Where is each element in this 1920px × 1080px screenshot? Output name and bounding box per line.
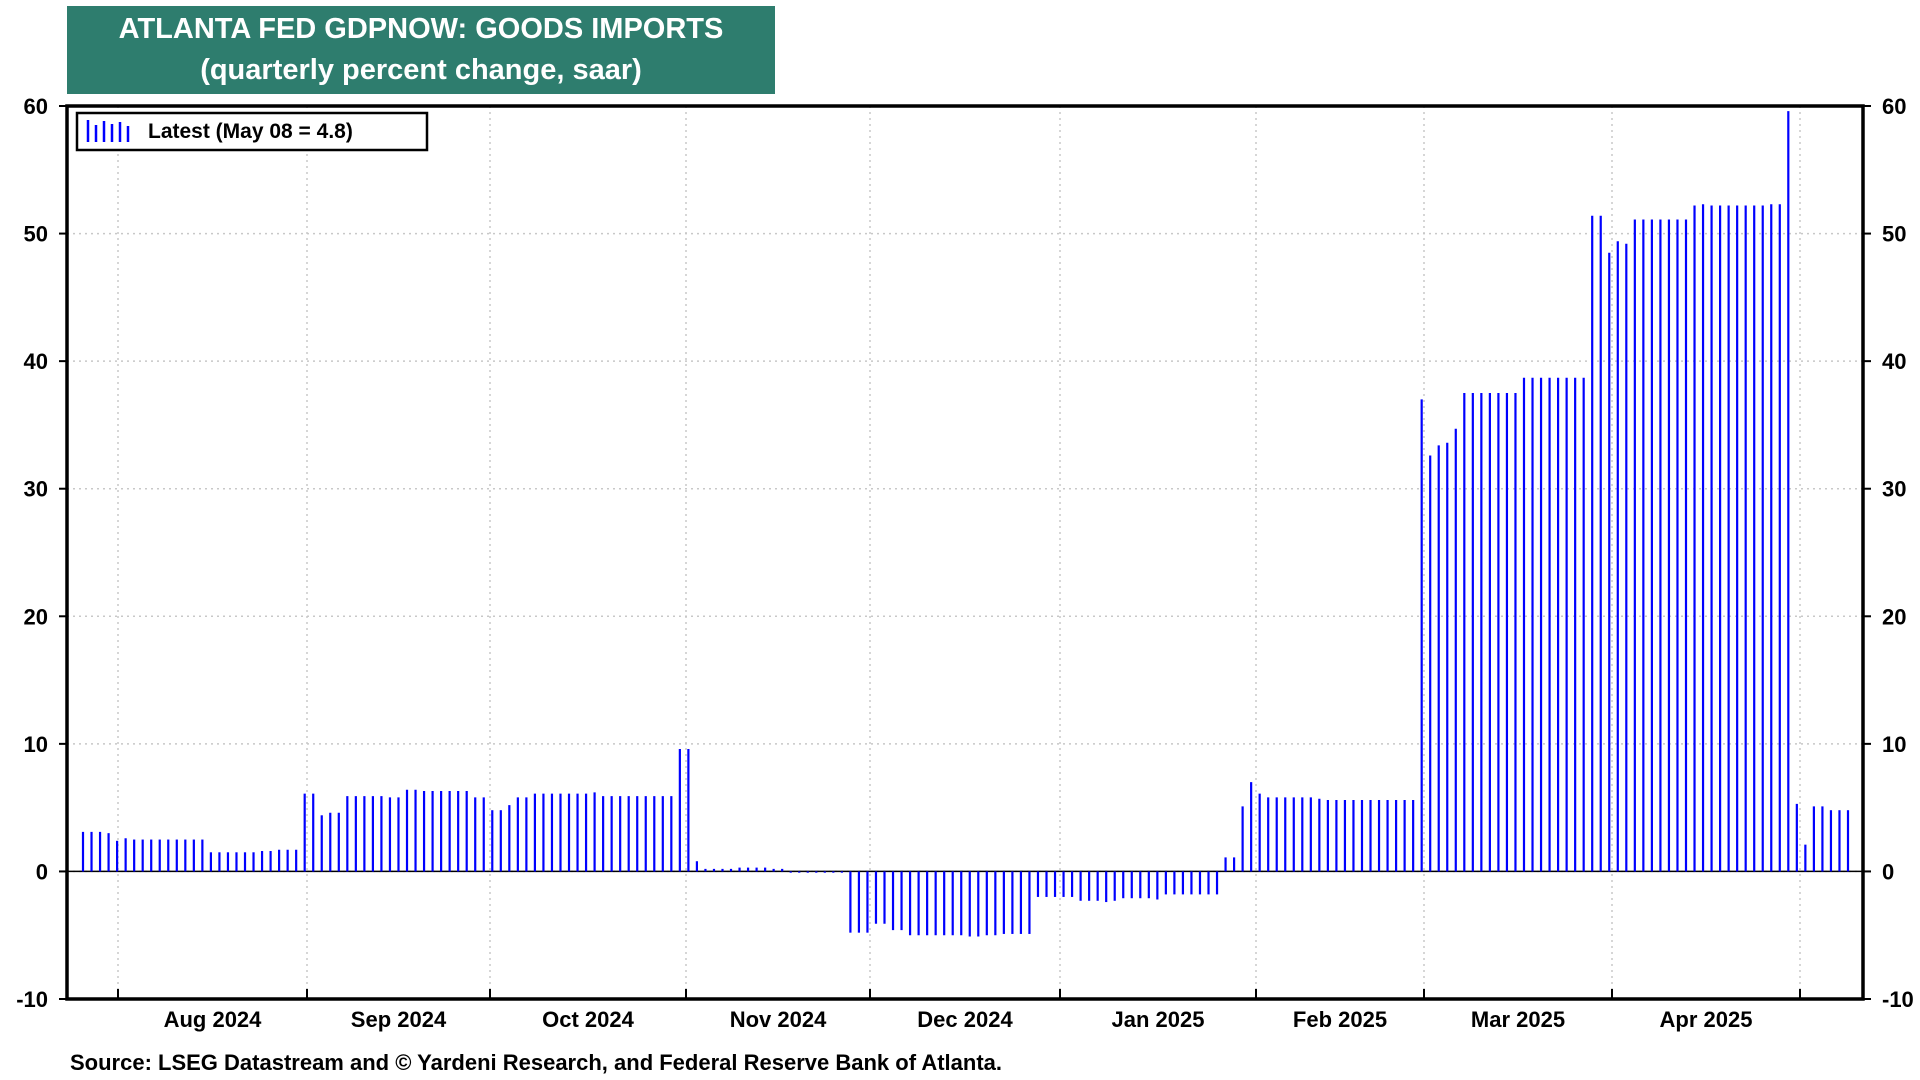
y-tick-label-right: 30 xyxy=(1882,477,1906,502)
x-tick-label: Feb 2025 xyxy=(1293,1007,1387,1032)
x-tick-label: Mar 2025 xyxy=(1471,1007,1565,1032)
y-tick-label-left: 0 xyxy=(36,859,48,884)
x-tick-label: Sep 2024 xyxy=(351,1007,447,1032)
source-note: Source: LSEG Datastream and © Yardeni Re… xyxy=(70,1050,1002,1075)
y-tick-label-left: -10 xyxy=(16,987,48,1012)
y-tick-label-left: 10 xyxy=(24,732,48,757)
plot-frame xyxy=(65,104,1865,1001)
x-tick-label: Nov 2024 xyxy=(730,1007,827,1032)
x-tick-label: Jan 2025 xyxy=(1112,1007,1205,1032)
y-tick-label-right: 60 xyxy=(1882,94,1906,119)
x-tick-label: Oct 2024 xyxy=(542,1007,634,1032)
x-tick-label: Apr 2025 xyxy=(1660,1007,1753,1032)
y-tick-label-right: 20 xyxy=(1882,604,1906,629)
y-tick-label-left: 50 xyxy=(24,222,48,247)
y-tick-label-right: -10 xyxy=(1882,987,1914,1012)
legend-label: Latest (May 08 = 4.8) xyxy=(148,120,353,143)
y-tick-label-right: 50 xyxy=(1882,222,1906,247)
y-tick-label-left: 60 xyxy=(24,94,48,119)
chart-title: ATLANTA FED GDPNOW: GOODS IMPORTS xyxy=(118,13,724,45)
y-tick-label-left: 20 xyxy=(24,604,48,629)
y-tick-label-right: 40 xyxy=(1882,349,1906,374)
y-tick-label-right: 0 xyxy=(1882,859,1894,884)
legend-box xyxy=(75,111,429,152)
x-tick-label: Dec 2024 xyxy=(917,1007,1013,1032)
y-tick-label-left: 30 xyxy=(24,477,48,502)
y-tick-label-right: 10 xyxy=(1882,732,1906,757)
chart-title-box: ATLANTA FED GDPNOW: GOODS IMPORTS (quart… xyxy=(67,6,775,94)
chart-subtitle: (quarterly percent change, saar) xyxy=(200,54,642,86)
x-tick-label: Aug 2024 xyxy=(164,1007,263,1032)
y-tick-label-left: 40 xyxy=(24,349,48,374)
